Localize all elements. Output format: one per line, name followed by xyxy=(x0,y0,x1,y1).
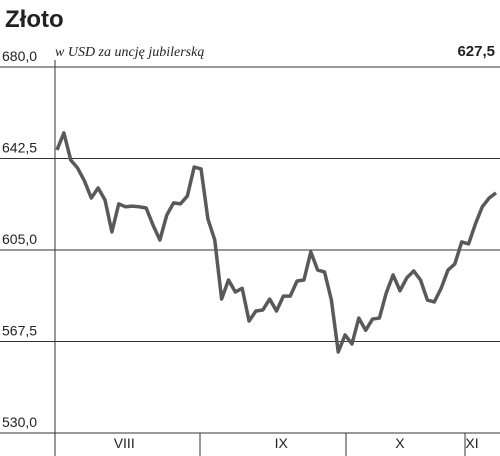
chart-title: Złoto xyxy=(5,6,64,33)
y-tick-label: 605,0 xyxy=(2,231,37,247)
price-line xyxy=(55,131,498,354)
x-tick-label: IX xyxy=(275,435,289,451)
x-tick-label: VIII xyxy=(114,435,135,451)
y-tick-label: 642,5 xyxy=(2,140,37,156)
y-tick-label: 567,5 xyxy=(2,323,37,339)
y-tick-label: 680,0 xyxy=(2,48,37,64)
last-value-label: 627,5 xyxy=(457,43,495,60)
chart-subtitle: w USD za uncję jubilerską xyxy=(55,45,204,60)
x-tick-label: XI xyxy=(465,435,478,451)
y-tick-label: 530,0 xyxy=(2,414,37,430)
x-tick-label: X xyxy=(395,435,405,451)
